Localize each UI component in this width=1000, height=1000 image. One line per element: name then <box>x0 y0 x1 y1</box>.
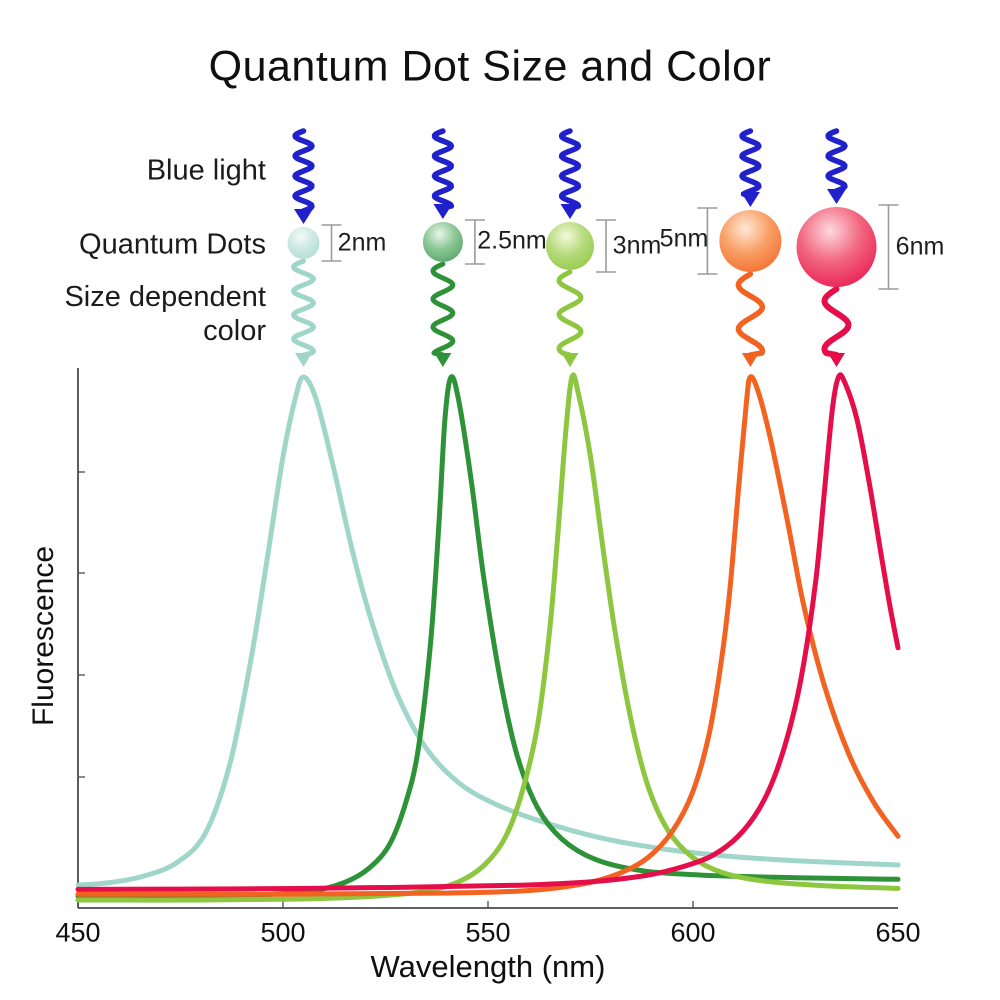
y-axis-label: Fluorescence <box>27 545 60 727</box>
dot-size-label-5nm: 5nm <box>659 224 709 253</box>
blue-light-arrowhead-icon <box>827 189 846 204</box>
quantum-dot-sphere-6nm <box>796 207 877 287</box>
emission-arrowhead-icon <box>741 353 759 367</box>
x-tick-label-650: 650 <box>875 917 921 948</box>
quantum-dot-sphere-3nm <box>546 222 594 270</box>
quantum-dot-group-6nm <box>796 128 899 367</box>
fluorescence-curves <box>75 372 901 903</box>
blue-light-arrowhead-icon <box>560 204 580 219</box>
dot-size-label-2nm: 2nm <box>337 228 387 257</box>
blue-light-arrowhead-icon <box>433 204 453 219</box>
size-bracket <box>596 219 616 273</box>
blue-light-arrowhead-icon <box>740 192 760 207</box>
x-axis-label: Wavelength (nm) <box>370 949 606 984</box>
blue-light-arrowhead-icon <box>294 209 313 224</box>
quantum-dot-group-3nm <box>546 128 616 367</box>
quantum-dot-group-2nm <box>287 128 342 367</box>
size-dependent-label-line1: Size dependent <box>64 281 266 313</box>
spectrum-curve-5nm <box>75 374 901 897</box>
size-dependent-color-label: Size dependent color <box>64 280 266 348</box>
emission-wave-icon <box>291 258 316 358</box>
emission-wave-icon <box>556 269 584 358</box>
dot-size-label-2-5nm: 2.5nm <box>477 226 547 255</box>
size-bracket <box>697 207 718 275</box>
spectrum-curve-6nm <box>75 372 901 892</box>
quantum-dot-sphere-5nm <box>719 210 782 272</box>
figure-title: Quantum Dot Size and Color <box>208 42 772 91</box>
quantum-dots-label: Quantum Dots <box>79 228 266 261</box>
size-dependent-label-line2: color <box>203 315 266 347</box>
emission-wave-icon <box>735 271 766 358</box>
quantum-dot-sphere-2nm <box>287 227 320 259</box>
emission-arrowhead-icon <box>434 353 452 367</box>
quantum-dot-sphere-2.5nm <box>422 222 463 262</box>
dot-size-label-3nm: 3nm <box>612 231 662 260</box>
emission-arrowhead-icon <box>295 353 312 367</box>
blue-light-wave-icon <box>739 128 762 199</box>
blue-light-wave-icon <box>558 128 582 211</box>
x-tick-label-550: 550 <box>465 917 511 948</box>
x-tick-label-500: 500 <box>260 917 306 948</box>
quantum-dot-group-5nm <box>697 128 782 367</box>
blue-light-wave-icon <box>431 128 455 211</box>
size-bracket <box>878 204 899 290</box>
quantum-dot-group-2.5nm <box>422 128 485 367</box>
x-tick-label-600: 600 <box>670 917 716 948</box>
spectrum-curve-2nm <box>75 374 901 888</box>
blue-light-wave-icon <box>292 128 315 216</box>
emission-arrowhead-icon <box>828 353 845 367</box>
blue-light-label: Blue light <box>146 154 266 187</box>
spectrum-curve-2.5nm <box>75 374 901 899</box>
blue-light-wave-icon <box>825 128 848 196</box>
plot-axes <box>77 368 898 909</box>
size-bracket <box>464 219 485 265</box>
size-bracket <box>321 224 342 262</box>
dot-size-label-6nm: 6nm <box>895 232 945 261</box>
x-tick-label-450: 450 <box>55 917 101 948</box>
emission-wave-icon <box>430 261 456 358</box>
emission-wave-icon <box>821 286 852 358</box>
emission-arrowhead-icon <box>561 353 579 367</box>
